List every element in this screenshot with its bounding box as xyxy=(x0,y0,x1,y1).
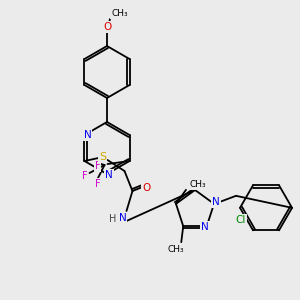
Text: CH₃: CH₃ xyxy=(168,245,184,254)
Text: N: N xyxy=(212,197,220,207)
Text: O: O xyxy=(103,22,111,32)
Text: CH₃: CH₃ xyxy=(190,180,207,189)
Text: CH₃: CH₃ xyxy=(111,10,128,19)
Text: O: O xyxy=(142,183,151,193)
Text: Cl: Cl xyxy=(236,215,246,225)
Text: H: H xyxy=(109,214,116,224)
Text: S: S xyxy=(99,152,106,162)
Text: N: N xyxy=(84,130,92,140)
Text: F: F xyxy=(95,161,100,171)
Text: F: F xyxy=(95,179,100,189)
Text: N: N xyxy=(201,222,208,232)
Text: F: F xyxy=(82,171,87,181)
Text: N: N xyxy=(105,170,113,180)
Text: N: N xyxy=(118,213,126,223)
